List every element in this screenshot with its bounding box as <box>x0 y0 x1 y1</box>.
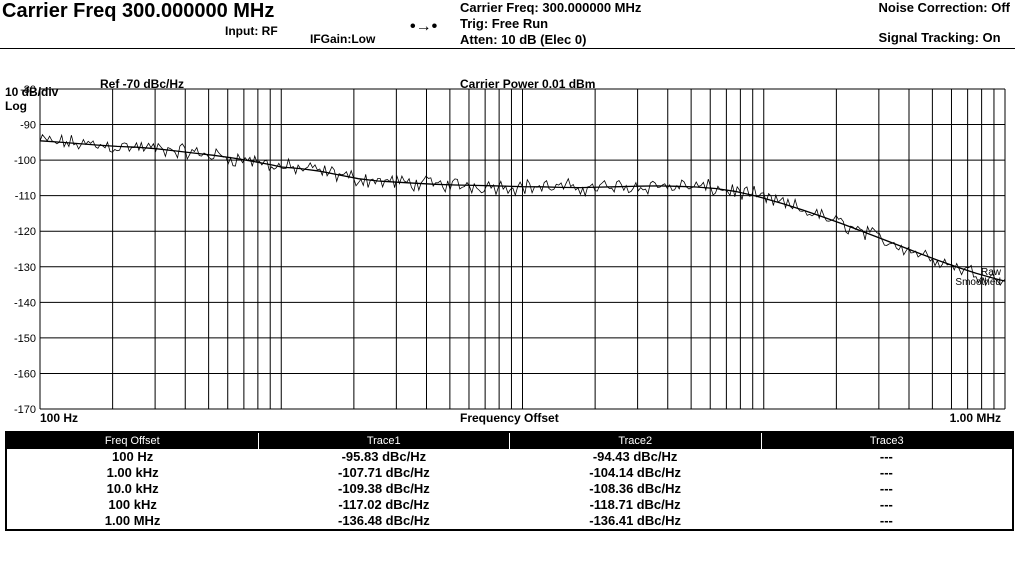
svg-text:-110: -110 <box>15 191 36 203</box>
atten-readout: Atten: 10 dB (Elec 0) <box>460 32 641 48</box>
signal-tracking-readout: Signal Tracking: On <box>879 30 1010 46</box>
phase-noise-plot: -80-90-100-110-120-130-140-150-160-170 1… <box>0 49 1015 431</box>
header-bar: Carrier Freq 300.000000 MHz Input: RF IF… <box>0 0 1015 49</box>
table-cell: -95.83 dBc/Hz <box>258 449 509 465</box>
table-cell: -136.48 dBc/Hz <box>258 513 509 529</box>
table-row: 100 kHz-117.02 dBc/Hz-118.71 dBc/Hz--- <box>7 497 1012 513</box>
trig-readout: Trig: Free Run <box>460 16 641 32</box>
marker-table: Freq Offset Trace1 Trace2 Trace3 100 Hz-… <box>5 431 1014 531</box>
carrier-power-label: Carrier Power 0.01 dBm <box>460 77 595 91</box>
y-axis-div-label: 10 dB/div <box>5 85 58 99</box>
col-header-trace3: Trace3 <box>762 433 1013 449</box>
spacer <box>879 16 1010 30</box>
svg-text:-90: -90 <box>20 120 36 132</box>
table-cell: 10.0 kHz <box>7 481 258 497</box>
table-cell: 100 Hz <box>7 449 258 465</box>
carrier-freq-readout: Carrier Freq: 300.000000 MHz <box>460 0 641 16</box>
svg-text:-130: -130 <box>14 262 36 274</box>
table-cell: --- <box>761 513 1012 529</box>
plot-svg: -80-90-100-110-120-130-140-150-160-170 <box>0 49 1015 431</box>
svg-text:-120: -120 <box>14 226 36 238</box>
table-cell: --- <box>761 449 1012 465</box>
table-cell: --- <box>761 465 1012 481</box>
table-row: 1.00 kHz-107.71 dBc/Hz-104.14 dBc/Hz--- <box>7 465 1012 481</box>
x-axis-end-label: 1.00 MHz <box>950 411 1001 425</box>
ref-label: Ref -70 dBc/Hz <box>100 77 184 91</box>
table-cell: --- <box>761 481 1012 497</box>
table-cell: -117.02 dBc/Hz <box>258 497 509 513</box>
col-header-freq-offset: Freq Offset <box>7 433 259 449</box>
col-header-trace2: Trace2 <box>510 433 762 449</box>
x-axis-label: Frequency Offset <box>460 411 559 425</box>
table-cell: -104.14 dBc/Hz <box>510 465 761 481</box>
svg-text:-170: -170 <box>14 404 36 416</box>
carrier-freq-title: Carrier Freq 300.000000 MHz <box>2 0 274 23</box>
table-cell: -107.71 dBc/Hz <box>258 465 509 481</box>
trigger-arrow-icon: •→• <box>410 18 437 36</box>
col-header-trace1: Trace1 <box>259 433 511 449</box>
table-cell: 1.00 kHz <box>7 465 258 481</box>
noise-correction-readout: Noise Correction: Off <box>879 0 1010 16</box>
table-cell: -108.36 dBc/Hz <box>510 481 761 497</box>
table-cell: 100 kHz <box>7 497 258 513</box>
ifgain-label: IFGain:Low <box>310 32 375 46</box>
svg-text:-100: -100 <box>14 155 36 167</box>
table-cell: -94.43 dBc/Hz <box>510 449 761 465</box>
table-header-row: Freq Offset Trace1 Trace2 Trace3 <box>7 433 1012 449</box>
x-axis-start-label: 100 Hz <box>40 411 78 425</box>
table-cell: --- <box>761 497 1012 513</box>
table-cell: -109.38 dBc/Hz <box>258 481 509 497</box>
svg-text:-140: -140 <box>14 297 36 309</box>
table-cell: -118.71 dBc/Hz <box>510 497 761 513</box>
table-row: 1.00 MHz-136.48 dBc/Hz-136.41 dBc/Hz--- <box>7 513 1012 529</box>
header-right-column: Noise Correction: Off Signal Tracking: O… <box>879 0 1010 46</box>
y-axis-scale-label: Log <box>5 99 27 113</box>
svg-text:-160: -160 <box>14 368 36 380</box>
legend-smoothed: Smoothed <box>955 277 1001 288</box>
table-row: 10.0 kHz-109.38 dBc/Hz-108.36 dBc/Hz--- <box>7 481 1012 497</box>
input-label: Input: RF <box>225 24 278 38</box>
table-cell: 1.00 MHz <box>7 513 258 529</box>
table-body: 100 Hz-95.83 dBc/Hz-94.43 dBc/Hz---1.00 … <box>7 449 1012 529</box>
table-cell: -136.41 dBc/Hz <box>510 513 761 529</box>
table-row: 100 Hz-95.83 dBc/Hz-94.43 dBc/Hz--- <box>7 449 1012 465</box>
svg-text:-150: -150 <box>14 333 36 345</box>
header-mid-column: Carrier Freq: 300.000000 MHz Trig: Free … <box>460 0 641 48</box>
